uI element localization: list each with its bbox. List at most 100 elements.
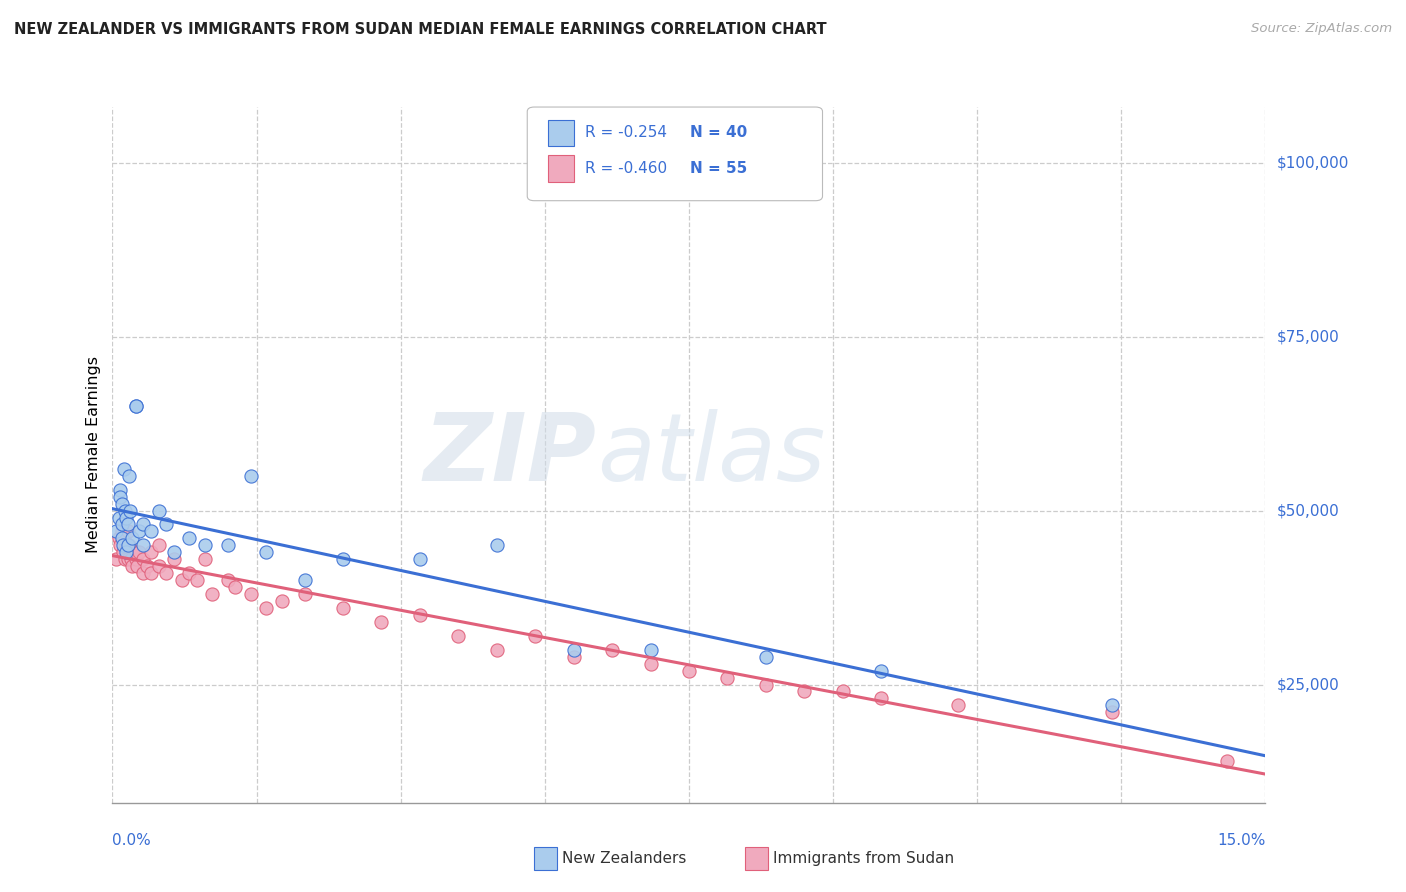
Point <box>136 559 159 574</box>
Point <box>640 657 662 671</box>
Point <box>224 580 246 594</box>
Point <box>115 538 138 552</box>
Point <box>118 538 141 552</box>
Y-axis label: Median Female Earnings: Median Female Earnings <box>86 357 101 553</box>
Point <box>254 601 277 615</box>
Point <box>793 684 815 698</box>
Point <box>121 532 143 546</box>
Point <box>562 642 585 657</box>
Point <box>105 552 128 566</box>
Point <box>179 566 201 581</box>
Point <box>1216 754 1239 768</box>
Point <box>1101 706 1123 720</box>
Text: Source: ZipAtlas.com: Source: ZipAtlas.com <box>1251 22 1392 36</box>
Point <box>148 503 170 517</box>
Point <box>600 642 623 657</box>
Point <box>370 615 392 629</box>
Point <box>108 490 131 504</box>
Point <box>124 399 146 413</box>
Point <box>239 468 262 483</box>
Point <box>485 538 508 552</box>
Point <box>112 532 135 546</box>
Text: 15.0%: 15.0% <box>1218 833 1265 848</box>
Point <box>111 532 134 546</box>
Point <box>409 552 432 566</box>
Point <box>179 532 201 546</box>
Text: atlas: atlas <box>596 409 825 500</box>
Point <box>485 642 508 657</box>
Point <box>114 503 136 517</box>
Point <box>124 399 146 413</box>
Point <box>201 587 224 601</box>
Point <box>155 566 177 581</box>
Point <box>112 462 135 476</box>
Point <box>217 573 239 587</box>
Text: $25,000: $25,000 <box>1277 677 1340 692</box>
Point <box>124 545 146 559</box>
Point <box>409 607 432 622</box>
Point <box>678 664 700 678</box>
Point <box>121 559 143 574</box>
Point <box>108 483 131 497</box>
Text: $50,000: $50,000 <box>1277 503 1340 518</box>
Point <box>111 517 134 532</box>
Point <box>870 691 893 706</box>
Point <box>114 510 136 524</box>
Point <box>128 545 150 559</box>
Text: 0.0%: 0.0% <box>112 833 152 848</box>
Point <box>186 573 208 587</box>
Text: Immigrants from Sudan: Immigrants from Sudan <box>773 851 955 865</box>
Point <box>155 517 177 532</box>
Point <box>270 594 292 608</box>
Point <box>946 698 969 713</box>
Point <box>148 538 170 552</box>
Point <box>125 559 148 574</box>
Text: ZIP: ZIP <box>423 409 596 501</box>
Point <box>117 538 139 552</box>
Point <box>294 587 316 601</box>
Point <box>163 545 186 559</box>
Point <box>239 587 262 601</box>
Point <box>139 524 162 539</box>
Point <box>117 517 139 532</box>
Point <box>447 629 470 643</box>
Point <box>117 524 139 539</box>
Text: $75,000: $75,000 <box>1277 329 1340 344</box>
Point <box>562 649 585 664</box>
Text: N = 40: N = 40 <box>690 126 748 140</box>
Point <box>117 552 139 566</box>
Point <box>755 649 778 664</box>
Text: $100,000: $100,000 <box>1277 155 1348 170</box>
Point <box>132 552 155 566</box>
Point <box>870 664 893 678</box>
Point <box>1101 698 1123 713</box>
Point <box>112 545 135 559</box>
Point <box>755 677 778 691</box>
Point <box>105 524 128 539</box>
Point <box>118 468 141 483</box>
Text: R = -0.460: R = -0.460 <box>585 161 666 176</box>
Point <box>640 642 662 657</box>
Point <box>332 552 354 566</box>
Text: New Zealanders: New Zealanders <box>562 851 686 865</box>
Text: N = 55: N = 55 <box>690 161 748 176</box>
Point <box>217 538 239 552</box>
Point <box>108 538 131 552</box>
Point <box>107 510 129 524</box>
Point <box>831 684 853 698</box>
Point <box>132 566 155 581</box>
Point <box>132 538 155 552</box>
Point <box>139 545 162 559</box>
Text: R = -0.254: R = -0.254 <box>585 126 666 140</box>
Point <box>294 573 316 587</box>
Point <box>139 566 162 581</box>
Point <box>194 552 217 566</box>
Point <box>120 552 142 566</box>
Point <box>524 629 547 643</box>
Point <box>107 532 129 546</box>
Text: NEW ZEALANDER VS IMMIGRANTS FROM SUDAN MEDIAN FEMALE EARNINGS CORRELATION CHART: NEW ZEALANDER VS IMMIGRANTS FROM SUDAN M… <box>14 22 827 37</box>
Point <box>163 552 186 566</box>
Point <box>112 538 135 552</box>
Point <box>114 552 136 566</box>
Point <box>111 497 134 511</box>
